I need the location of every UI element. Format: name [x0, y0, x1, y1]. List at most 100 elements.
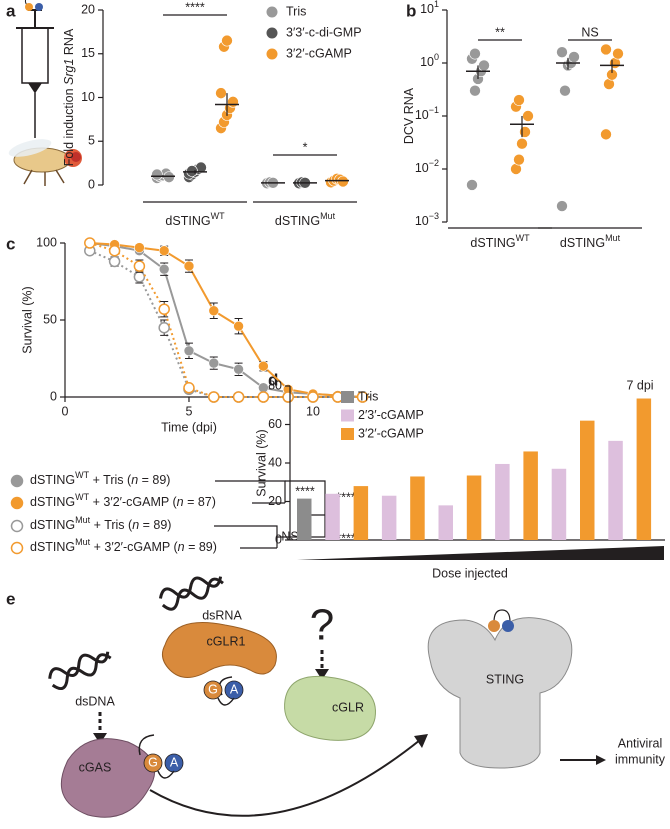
- group-label-part: dSTING: [165, 214, 210, 228]
- group-label-part: dSTING: [560, 236, 605, 250]
- data-point: [513, 153, 525, 166]
- survival-point: [134, 242, 145, 253]
- legend-label-part: n: [132, 518, 139, 532]
- legend-label-part: + Tris (: [89, 473, 132, 487]
- input-label: dsDNA: [75, 694, 115, 708]
- nucleotide-label: A: [170, 755, 179, 769]
- data-point: [337, 175, 349, 188]
- bar: [353, 486, 369, 540]
- survival-point: [158, 245, 170, 256]
- survival-point: [183, 382, 195, 394]
- group-label: dSTINGMut: [275, 211, 336, 228]
- y-tick-label: 10: [81, 90, 95, 104]
- survival-point: [257, 391, 270, 403]
- y-tick-label: 40: [268, 455, 282, 469]
- legend-label-part: Mut: [75, 537, 91, 547]
- x-tick-label: 0: [62, 404, 69, 418]
- x-axis-label: Dose injected: [432, 566, 508, 580]
- y-axis-label-part: RNA: [62, 28, 76, 59]
- legend-label: dSTINGMut + Tris (n = 89): [30, 515, 171, 532]
- survival-point: [84, 237, 96, 249]
- y-tick-label: 0: [50, 389, 57, 403]
- significance-label: ****: [185, 0, 205, 14]
- significance-label: ****: [336, 490, 356, 504]
- legend-label-part: dSTING: [30, 495, 75, 509]
- significance-label: ****: [336, 531, 356, 545]
- y-tick-label: 10−1: [415, 105, 439, 122]
- survival-point: [158, 303, 170, 315]
- y-tick-label-part: −3: [429, 211, 439, 221]
- group-label: dSTINGWT: [470, 233, 530, 250]
- syringe-fly-illustration: [8, 0, 82, 186]
- receptor-label: STING: [486, 672, 524, 686]
- data-point: [221, 34, 233, 47]
- comparison-bracket: [214, 525, 278, 549]
- legend-label-part: = 89): [139, 518, 171, 532]
- significance-label: ****: [295, 484, 315, 498]
- survival-point: [208, 357, 220, 369]
- data-point: [556, 46, 568, 58]
- legend-label-part: + 3′2′-cGAMP (: [89, 495, 177, 509]
- bar: [608, 440, 623, 540]
- survival-point: [356, 391, 369, 403]
- survival-point: [258, 360, 269, 372]
- input-label: dsRNA: [202, 608, 242, 622]
- legend-label-part: = 87): [184, 495, 216, 509]
- y-tick-label: 0: [275, 532, 282, 546]
- bar: [381, 495, 397, 540]
- legend-marker: [266, 6, 278, 18]
- survival-point: [133, 271, 146, 283]
- legend-label: 3′2′-cGAMP: [358, 426, 424, 440]
- enzyme-label: cGLR: [332, 700, 364, 714]
- panel-letter: e: [6, 589, 15, 608]
- data-point: [519, 126, 531, 138]
- enzyme-label: cGAS: [79, 760, 112, 774]
- legend-label-part: + 3′2′-cGAMP (: [90, 540, 178, 554]
- bar: [297, 498, 312, 540]
- data-point: [568, 51, 580, 63]
- legend-label-part: n: [177, 495, 184, 509]
- legend-label-part: + Tris (: [90, 518, 133, 532]
- data-point: [612, 47, 624, 60]
- legend-label-part: WT: [75, 470, 89, 480]
- y-tick-label: 5: [88, 134, 95, 148]
- data-point: [600, 128, 612, 141]
- y-tick-label: 20: [81, 2, 95, 16]
- data-point: [559, 84, 571, 97]
- bar: [636, 398, 652, 540]
- y-tick-label: 80: [268, 378, 282, 392]
- survival-point: [208, 305, 220, 317]
- data-point: [163, 171, 175, 183]
- panel-letter: a: [6, 1, 16, 20]
- legend-swatch: [341, 409, 354, 422]
- data-point: [227, 96, 239, 108]
- data-point: [478, 59, 490, 72]
- y-tick-label: 10−2: [415, 158, 439, 175]
- group-label-part: WT: [211, 211, 225, 221]
- data-point: [469, 47, 481, 60]
- survival-point: [158, 321, 170, 334]
- legend-label: 2′3′-cGAMP: [358, 408, 424, 422]
- comparison-bracket: [277, 515, 326, 538]
- survival-point: [183, 260, 195, 272]
- y-tick-label: 101: [420, 0, 439, 16]
- y-axis-label: DCV RNA: [402, 87, 416, 144]
- y-tick-label: 10−3: [415, 211, 439, 228]
- legend-label-part: Mut: [75, 515, 91, 525]
- legend-label: 3′3′-c-di-GMP: [286, 25, 362, 39]
- nucleotide-g: [203, 680, 223, 700]
- group-label-part: Mut: [605, 233, 621, 243]
- survival-point: [233, 363, 244, 375]
- legend-swatch: [341, 391, 354, 403]
- bar: [410, 476, 425, 540]
- bar: [438, 505, 453, 540]
- legend-label-part: n: [178, 540, 185, 554]
- data-point: [600, 43, 612, 56]
- y-axis-label: Survival (%): [254, 429, 268, 496]
- data-point: [151, 168, 163, 181]
- survival-line: [89, 249, 363, 398]
- y-tick-label-part: 10: [415, 161, 429, 175]
- survival-point: [232, 391, 245, 403]
- legend-label-part: WT: [75, 492, 89, 502]
